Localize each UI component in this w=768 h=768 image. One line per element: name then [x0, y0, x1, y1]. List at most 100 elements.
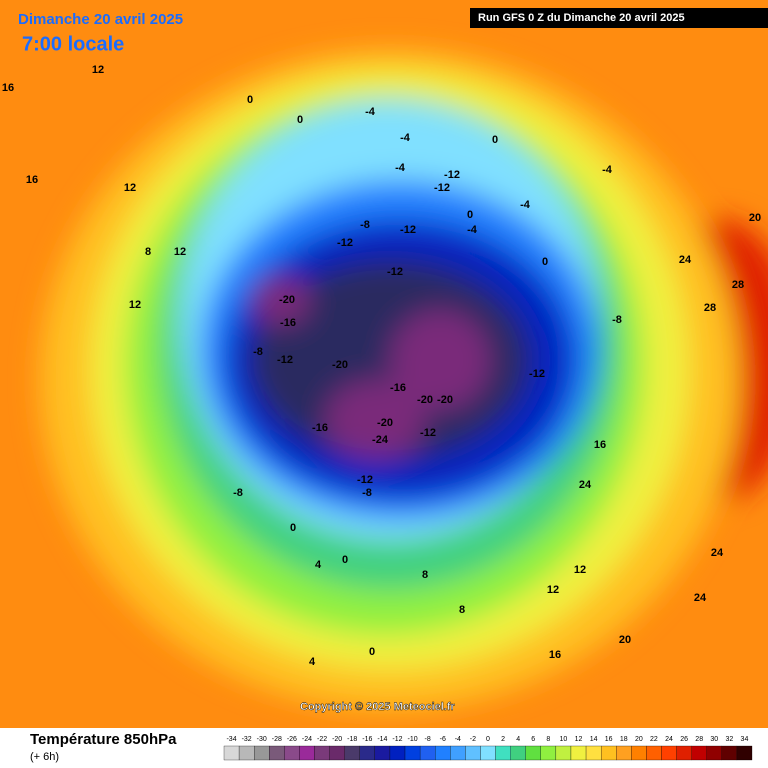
scale-label: -8	[425, 736, 431, 743]
contour-label: -12	[400, 224, 416, 236]
contour-label: 8	[459, 604, 465, 616]
footer-step: (+ 6h)	[30, 751, 59, 763]
scale-swatch	[600, 745, 617, 761]
scale-label: -30	[257, 736, 267, 743]
contour-label: 16	[2, 82, 14, 94]
contour-label: 24	[711, 547, 724, 559]
scale-label: -16	[362, 736, 372, 743]
scale-label: -14	[377, 736, 387, 743]
scale-swatch	[465, 745, 481, 761]
scale-swatch	[435, 745, 451, 761]
contour-label: 24	[694, 592, 707, 604]
contour-label: 20	[619, 634, 631, 646]
scale-swatch	[525, 745, 541, 761]
contour-label: 24	[679, 254, 692, 266]
contour-label: 12	[547, 584, 559, 596]
contour-label: -8	[362, 487, 372, 499]
scale-label: -6	[440, 736, 446, 743]
contour-label: 0	[467, 209, 473, 221]
scale-swatch	[585, 745, 602, 761]
scale-label: -24	[302, 736, 312, 743]
scale-label: -20	[332, 736, 342, 743]
contour-label: 12	[174, 246, 186, 258]
contour-label: 12	[92, 64, 104, 76]
contour-label: 16	[549, 649, 561, 661]
contour-label: -4	[365, 106, 376, 118]
contour-label: 4	[309, 656, 316, 668]
contour-label: -12	[387, 266, 403, 278]
scale-label: -34	[226, 736, 236, 743]
contour-label: -20	[417, 394, 433, 406]
scale-swatch	[480, 745, 496, 761]
scale-swatch	[344, 745, 360, 761]
scale-swatch	[721, 745, 738, 761]
scale-label: 8	[546, 736, 550, 743]
contour-label: -8	[612, 314, 622, 326]
contour-label: 0	[290, 522, 296, 534]
scale-swatch	[223, 745, 240, 761]
scale-swatch	[419, 745, 436, 761]
contour-label: -4	[602, 164, 613, 176]
scale-label: -10	[408, 736, 418, 743]
contour-label: 0	[492, 134, 498, 146]
contour-label: -16	[312, 422, 328, 434]
contour-label: -4	[467, 224, 478, 236]
scale-label: 2	[501, 736, 505, 743]
scale-swatch	[510, 745, 526, 761]
contour-label: 0	[542, 256, 548, 268]
scale-label: 0	[486, 736, 490, 743]
scale-label: -28	[272, 736, 282, 743]
contour-label: -20	[279, 294, 295, 306]
scale-label: -26	[287, 736, 297, 743]
scale-label: 22	[650, 736, 658, 743]
contour-label: 0	[342, 554, 348, 566]
copyright: Copyright © 2025 Meteociel.fr	[300, 701, 456, 713]
contour-label: -12	[337, 237, 353, 249]
scale-swatch	[691, 745, 707, 761]
contour-label: 8	[422, 569, 428, 581]
scale-label: 24	[665, 736, 673, 743]
scale-swatch	[269, 745, 285, 761]
scale-label: -12	[392, 736, 402, 743]
contour-label: -8	[253, 346, 263, 358]
contour-label: -12	[420, 427, 436, 439]
contour-label: 28	[704, 302, 716, 314]
scale-swatch	[404, 745, 421, 761]
contour-label: 12	[574, 564, 586, 576]
contour-label: -8	[233, 487, 243, 499]
scale-swatch	[631, 745, 647, 761]
run-info: Run GFS 0 Z du Dimanche 20 avril 2025	[478, 12, 685, 24]
scale-label: 12	[575, 736, 583, 743]
contour-label: 4	[315, 559, 322, 571]
contour-label: 16	[594, 439, 606, 451]
scale-swatch	[359, 745, 376, 761]
contour-label: 28	[732, 279, 744, 291]
scale-label: 18	[620, 736, 628, 743]
contour-label: -12	[444, 169, 460, 181]
scale-label: 26	[680, 736, 688, 743]
scale-swatch	[540, 745, 557, 761]
contour-label: -8	[360, 219, 370, 231]
contour-label: 8	[145, 246, 151, 258]
contour-label: 24	[579, 479, 592, 491]
contour-label: 16	[26, 174, 38, 186]
scale-swatch	[329, 745, 345, 761]
scale-swatch	[495, 745, 511, 761]
scale-label: -2	[470, 736, 476, 743]
contour-label: -16	[280, 317, 296, 329]
scale-label: 4	[516, 736, 520, 743]
scale-swatch	[299, 745, 315, 761]
scale-label: 20	[635, 736, 643, 743]
contour-label: -4	[520, 199, 531, 211]
date: Dimanche 20 avril 2025	[18, 11, 183, 28]
contour-label: -24	[372, 434, 389, 446]
contour-label: -12	[277, 354, 293, 366]
scale-label: 16	[605, 736, 613, 743]
contour-label: 0	[247, 94, 253, 106]
contour-label: -20	[332, 359, 348, 371]
contour-label: -12	[357, 474, 373, 486]
contour-label: -4	[400, 132, 411, 144]
